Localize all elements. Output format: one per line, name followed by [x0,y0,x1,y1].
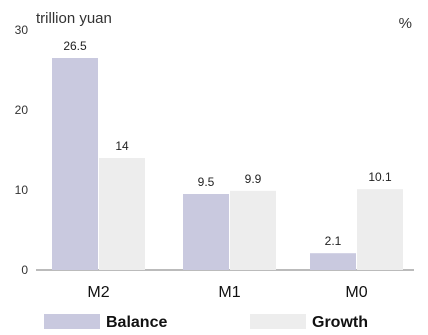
right-unit-label: % [399,15,412,32]
bar-balance-m0 [310,253,356,270]
legend-swatch-balance [44,314,100,329]
x-axis-categories: M2 M1 M0 [87,284,367,301]
legend-label-growth: Growth [312,314,368,331]
data-label: 9.9 [245,172,262,186]
bar-balance-m1 [183,194,229,270]
data-label: 9.5 [198,175,215,189]
bars: 26.5 14 9.5 9.9 2.1 10.1 [52,39,403,270]
category-label: M2 [87,284,109,301]
category-label: M0 [345,284,367,301]
y-tick-label: 10 [15,183,29,197]
y-axis: 0 10 20 30 [15,23,29,277]
bar-growth-m1 [230,190,276,270]
category-label: M1 [218,284,240,301]
legend-label-balance: Balance [106,314,167,331]
data-label: 14 [115,139,129,153]
left-unit-label: trillion yuan [36,10,112,27]
bar-balance-m2 [52,58,98,270]
bar-growth-m0 [357,189,403,270]
y-tick-label: 30 [15,23,29,37]
bar-growth-m2 [99,158,145,270]
data-label: 26.5 [63,39,87,53]
legend: Balance Growth [44,314,368,331]
data-label: 2.1 [325,234,342,248]
data-label: 10.1 [368,170,392,184]
y-tick-label: 20 [15,103,29,117]
y-tick-label: 0 [21,263,28,277]
legend-swatch-growth [250,314,306,329]
